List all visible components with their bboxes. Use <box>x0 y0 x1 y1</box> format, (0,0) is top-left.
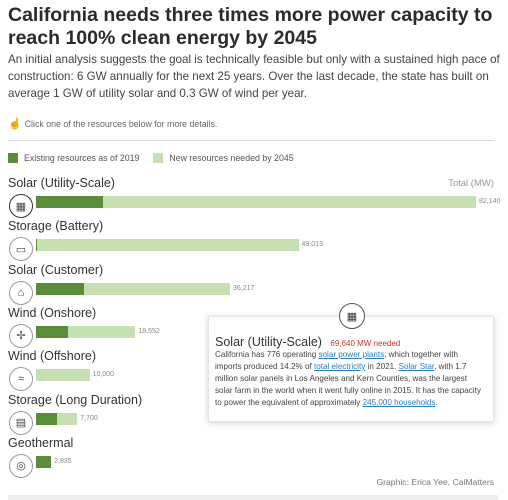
resource-row[interactable]: Storage (Battery) ▭ 49,013 <box>8 219 498 262</box>
resource-row[interactable]: Solar (Customer) ⌂ 36,217 <box>8 263 498 305</box>
tooltip-body: California has 776 operating solar power… <box>215 349 485 409</box>
tooltip-text: in 2021. <box>365 361 399 371</box>
divider <box>8 140 494 141</box>
resource-row[interactable]: Storage (Long Duration) ▤ 7,700 <box>8 393 498 435</box>
long-storage-icon: ▤ <box>9 410 33 435</box>
resource-row[interactable]: Wind (Offshore) ≈10,000 <box>8 349 498 392</box>
bar-existing[interactable] <box>36 282 85 295</box>
bar-new[interactable] <box>57 412 78 425</box>
category-label: Geothermal <box>8 435 74 450</box>
legend-label-new: New resources needed by 2045 <box>169 153 294 163</box>
solar-panel-icon: ▦ <box>339 303 365 329</box>
bar-new[interactable] <box>36 369 90 382</box>
solar-panel-icon: ▦ <box>9 194 33 218</box>
legend-swatch-existing <box>8 153 18 163</box>
tooltip-text: , which together with imports produced 1… <box>215 350 458 371</box>
hint: ☝ Click one of the resources below for m… <box>8 117 217 130</box>
bar-total-label: 18,552 <box>138 327 160 335</box>
category-label: Wind (Offshore) <box>8 349 96 364</box>
category-label: Storage (Battery) <box>8 219 104 234</box>
resource-row[interactable]: Solar (Utility-Scale) ▦ 82,140 <box>8 176 501 218</box>
house-solar-icon: ⌂ <box>9 280 33 305</box>
bar-total-label: 36,217 <box>233 284 255 292</box>
category-label: Storage (Long Duration) <box>8 392 143 407</box>
tooltip-needed: 69,640 MW needed <box>330 339 401 348</box>
bar-existing[interactable] <box>36 239 38 252</box>
credit: Graphic: Erica Yee, CalMatters <box>376 477 494 487</box>
bar-total-label: 49,013 <box>301 241 323 249</box>
battery-icon: ▭ <box>9 237 33 262</box>
pointer-hand-icon: ☝ <box>8 118 22 130</box>
bar-new[interactable] <box>68 325 136 338</box>
hint-text: Click one of the resources below for mor… <box>24 118 218 129</box>
category-label: Solar (Customer) <box>8 262 104 277</box>
bar-existing[interactable] <box>36 196 103 208</box>
bar-new[interactable] <box>37 239 299 252</box>
bar-total-label: 7,700 <box>80 414 98 422</box>
bar-existing[interactable] <box>36 412 58 425</box>
tooltip-text: California has 776 operating <box>215 350 319 359</box>
geothermal-icon: ◎ <box>9 453 33 478</box>
bar-total-label: 82,140 <box>479 198 501 205</box>
tooltip-title: Solar (Utility-Scale) <box>215 335 322 349</box>
legend-label-existing: Existing resources as of 2019 <box>24 153 140 163</box>
link-households[interactable]: 245,000 households <box>362 397 436 407</box>
bar-existing[interactable] <box>36 325 69 338</box>
legend: Existing resources as of 2019 New resour… <box>8 153 308 163</box>
link-solar-star[interactable]: Solar Star <box>398 361 435 371</box>
tooltip-header: Solar (Utility-Scale) 69,640 MW needed <box>215 333 400 351</box>
category-label: Solar (Utility-Scale) <box>8 176 115 190</box>
total-axis-label: Total (MW) <box>448 178 494 189</box>
legend-swatch-new <box>153 153 164 163</box>
chart-title: California needs three times more power … <box>8 4 493 49</box>
link-total-electricity[interactable]: total electricity <box>313 361 366 371</box>
legend-item-existing: Existing resources as of 2019 <box>8 153 139 163</box>
resource-tooltip: ▦ Solar (Utility-Scale) 69,640 MW needed… <box>208 303 494 422</box>
resource-row[interactable]: Geothermal ◎ 2,835 <box>8 436 498 478</box>
bar-existing[interactable] <box>36 455 52 468</box>
bar-total-label: 10,000 <box>92 371 114 379</box>
resource-row[interactable]: Wind (Onshore) ✢ 18,552 <box>8 306 498 348</box>
footer-rule <box>8 495 498 500</box>
link-solar-power-plants[interactable]: solar power plants <box>318 350 385 359</box>
intro-text: An initial analysis suggests the goal is… <box>8 53 500 100</box>
wind-turbine-icon: ✢ <box>9 323 33 348</box>
tooltip-text: . <box>435 397 438 407</box>
bar-new[interactable] <box>84 282 230 295</box>
category-label: Wind (Onshore) <box>8 305 97 320</box>
tooltip-text: , with 1.7 million solar panels in Los A… <box>215 361 481 407</box>
bar-total-label: 2,835 <box>54 457 72 465</box>
offshore-wind-icon: ≈ <box>9 367 33 392</box>
legend-item-new: New resources needed by 2045 <box>153 153 294 163</box>
bar-new[interactable] <box>102 196 476 208</box>
